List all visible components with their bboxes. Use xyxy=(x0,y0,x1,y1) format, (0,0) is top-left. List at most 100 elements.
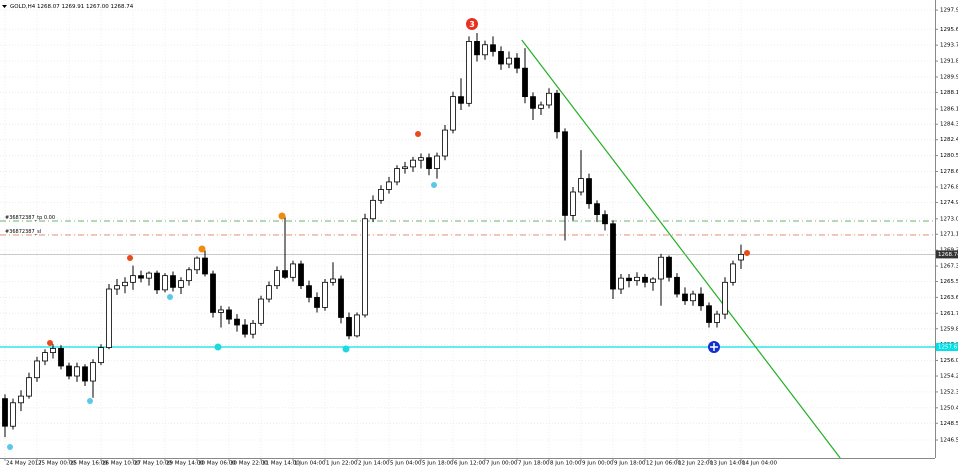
top-marker-label: 3 xyxy=(469,20,475,29)
candle-body xyxy=(26,377,32,397)
x-tick-label: 13 Jun 14:00 xyxy=(710,461,745,467)
candle-body xyxy=(282,270,288,278)
candle-body xyxy=(682,293,688,302)
candle-body xyxy=(610,223,616,290)
candle-body xyxy=(402,166,408,169)
level-label: #36872387_tp 0.00 xyxy=(5,215,55,221)
candle-body xyxy=(498,51,504,65)
x-tick-label: 9 Jun 18:00 xyxy=(614,461,646,467)
candle-body xyxy=(82,366,88,382)
candle-body xyxy=(474,41,480,56)
x-tick-label: 1 Jun 04:00 xyxy=(294,461,326,467)
y-tick-label: 1256.05 xyxy=(940,358,958,364)
candle-body xyxy=(730,263,736,283)
candle-body xyxy=(210,273,216,313)
candles xyxy=(2,33,744,438)
sell-marker xyxy=(198,245,206,253)
sell-marker xyxy=(127,255,133,261)
candle-body xyxy=(74,366,80,377)
candle-body xyxy=(530,96,536,109)
candle-body xyxy=(586,178,592,205)
candle-body xyxy=(738,253,744,261)
trendline xyxy=(521,39,841,459)
candle-body xyxy=(698,293,704,307)
level-tag xyxy=(936,342,958,351)
candle-body xyxy=(426,157,432,169)
x-tick-label: 26 May 10:00 xyxy=(102,461,140,467)
buy-marker xyxy=(167,294,173,300)
candle-body xyxy=(434,155,440,169)
y-tick-label: 1293.75 xyxy=(940,43,958,49)
sell-marker xyxy=(47,340,53,346)
bottom-marker-icon xyxy=(710,343,718,351)
candle-body xyxy=(290,263,296,278)
bid-tag xyxy=(936,250,958,259)
candle-body xyxy=(266,285,272,300)
candle-body xyxy=(490,44,496,52)
candle-body xyxy=(674,276,680,295)
candle-body xyxy=(130,275,136,283)
candle-body xyxy=(514,57,520,69)
candle-body xyxy=(66,365,72,377)
collapse-icon xyxy=(2,5,7,8)
candle-body xyxy=(418,157,424,161)
candle-body xyxy=(602,214,608,225)
candle-body xyxy=(322,281,328,308)
candle-body xyxy=(34,360,40,379)
y-tick-label: 1297.95 xyxy=(940,8,958,14)
buy-marker xyxy=(214,343,222,351)
candle-body xyxy=(482,44,488,56)
buy-marker xyxy=(431,182,437,188)
candle-body xyxy=(594,203,600,215)
y-tick-label: 1280.55 xyxy=(940,153,958,159)
y-tick-label: 1273.00 xyxy=(940,216,958,222)
x-tick-label: 12 Jun 06:00 xyxy=(646,461,681,467)
bid-tag-label: 1268.74 xyxy=(938,252,958,258)
x-tick-label: 27 May 10:00 xyxy=(134,461,172,467)
candle-body xyxy=(690,293,696,302)
y-tick-label: 1254.20 xyxy=(940,374,958,380)
candle-body xyxy=(98,347,104,364)
candle-body xyxy=(466,41,472,104)
candle-body xyxy=(90,362,96,382)
sell-marker xyxy=(744,250,750,256)
candle-body xyxy=(650,278,656,283)
candle-body xyxy=(562,131,568,216)
candle-body xyxy=(306,285,312,298)
x-tick-label: 7 Jun 00:00 xyxy=(486,461,518,467)
candle-body xyxy=(154,272,160,291)
x-tick-label: 29 May 14:00 xyxy=(166,461,204,467)
candle-body xyxy=(394,168,400,183)
x-tick-label: 5 Jun 04:00 xyxy=(390,461,422,467)
candle-body xyxy=(522,67,528,98)
candle-body xyxy=(714,313,720,323)
candle-body xyxy=(634,276,640,282)
buy-marker xyxy=(342,345,350,353)
candle-body xyxy=(546,92,552,106)
sell-marker xyxy=(278,212,286,220)
candle-body xyxy=(114,285,120,290)
x-tick-label: 14 Jun 04:00 xyxy=(742,461,777,467)
candle-body xyxy=(50,348,56,353)
x-tick-label: 30 May 22:00 xyxy=(230,461,268,467)
y-tick-label: 1259.85 xyxy=(940,326,958,332)
x-tick-label: 24 May 2017 xyxy=(6,461,42,467)
signal-markers: 3 xyxy=(7,18,750,450)
candle-body xyxy=(58,348,64,367)
chart-title: GOLD,H4 1268.07 1269.91 1267.00 1268.74 xyxy=(10,4,134,10)
candle-body xyxy=(330,278,336,283)
y-tick-label: 1274.95 xyxy=(940,200,958,206)
buy-marker xyxy=(7,444,13,450)
candle-body xyxy=(146,272,152,279)
levels: #36872387_tp 0.00 #36872387_sl xyxy=(0,39,935,459)
candle-body xyxy=(378,189,384,201)
y-tick-label: 1286.10 xyxy=(940,107,958,113)
candle-body xyxy=(722,281,728,315)
candle-body xyxy=(626,277,632,282)
y-tick-label: 1252.30 xyxy=(940,389,958,395)
x-tick-label: 8 Jun 10:00 xyxy=(550,461,582,467)
x-tick-label: 2 Jun 14:00 xyxy=(358,461,390,467)
